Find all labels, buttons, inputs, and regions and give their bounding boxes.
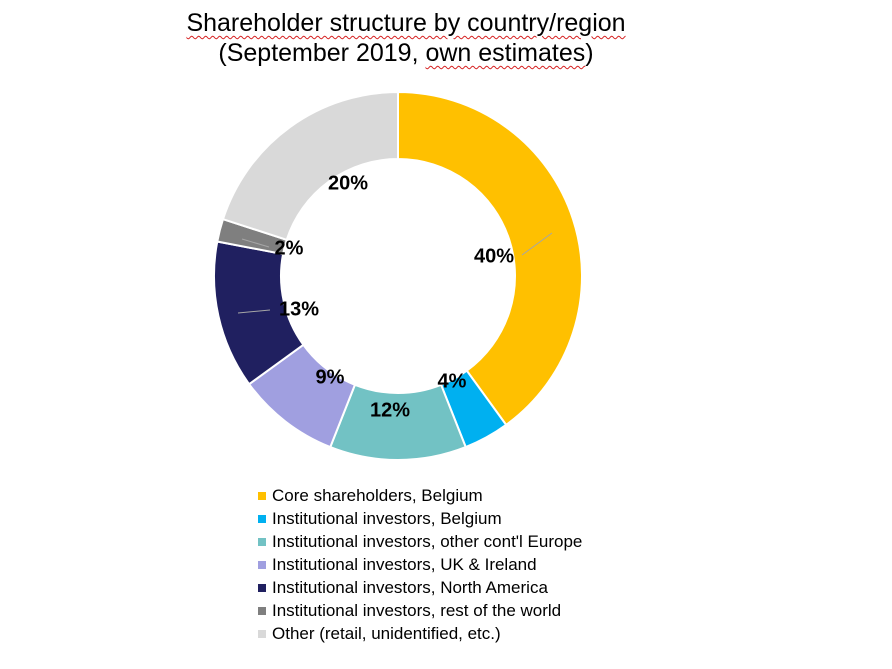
data-label-other-retail-unidentified-etc: 20% [328, 172, 368, 194]
leader-line-institutional-investors-rest-of-the-world [241, 238, 270, 248]
data-label-institutional-investors-rest-of-the-world: 2% [275, 237, 304, 259]
data-label-institutional-investors-belgium: 4% [438, 370, 467, 392]
legend-item-other-retail-unidentified-etc: Other (retail, unidentified, etc.) [258, 622, 582, 645]
title-line-2-post: ) [585, 39, 594, 67]
title-line-2: (September 2019, own estimates) [0, 38, 812, 68]
chart-legend: Core shareholders, Belgium Institutional … [258, 484, 582, 645]
leader-line-core-shareholders-belgium [521, 232, 553, 256]
data-label-core-shareholders-belgium: 40% [474, 245, 514, 267]
data-label-institutional-investors-north-america: 13% [279, 298, 319, 320]
legend-swatch [258, 560, 266, 569]
leader-line-institutional-investors-north-america [237, 309, 271, 314]
legend-item-core-shareholders-belgium: Core shareholders, Belgium [258, 484, 582, 507]
legend-item-institutional-investors-uk-ireland: Institutional investors, UK & Ireland [258, 553, 582, 576]
legend-swatch [258, 583, 266, 592]
data-labels: 40% 4% 12% 9% 13% 2% 20% [275, 172, 515, 421]
legend-item-institutional-investors-other-cont-l-europe: Institutional investors, other cont'l Eu… [258, 530, 582, 553]
legend-swatch [258, 629, 266, 638]
slice-core-shareholders-belgium [397, 90, 583, 427]
chart-title: Shareholder structure by country/region … [0, 8, 812, 68]
legend-label: Institutional investors, other cont'l Eu… [272, 532, 583, 551]
leader-lines [237, 232, 553, 314]
legend-swatch [258, 491, 266, 500]
legend-item-institutional-investors-belgium: Institutional investors, Belgium [258, 507, 582, 530]
data-label-institutional-investors-uk-ireland: 9% [316, 366, 345, 388]
title-line-1-text: Shareholder structure by country/region [186, 9, 626, 37]
legend-label: Institutional investors, Belgium [272, 509, 502, 528]
legend-label: Institutional investors, North America [272, 578, 548, 597]
legend-label: Institutional investors, UK & Ireland [272, 555, 537, 574]
legend-item-institutional-investors-rest-of-the-world: Institutional investors, rest of the wor… [258, 599, 582, 622]
legend-swatch [258, 537, 266, 546]
legend-item-institutional-investors-north-america: Institutional investors, North America [258, 576, 582, 599]
legend-swatch [258, 606, 266, 615]
legend-label: Institutional investors, rest of the wor… [272, 601, 562, 620]
title-line-1: Shareholder structure by country/region [0, 8, 812, 38]
donut-slices [213, 90, 583, 461]
data-label-institutional-investors-other-cont-l-europe: 12% [370, 399, 410, 421]
title-line-2-pre: (September 2019, [218, 39, 426, 67]
legend-swatch [258, 514, 266, 523]
title-line-2-underlined: own estimates [425, 39, 586, 67]
legend-label: Other (retail, unidentified, etc.) [272, 624, 501, 643]
legend-label: Core shareholders, Belgium [272, 486, 483, 505]
slice-other-retail-unidentified-etc [221, 90, 399, 242]
